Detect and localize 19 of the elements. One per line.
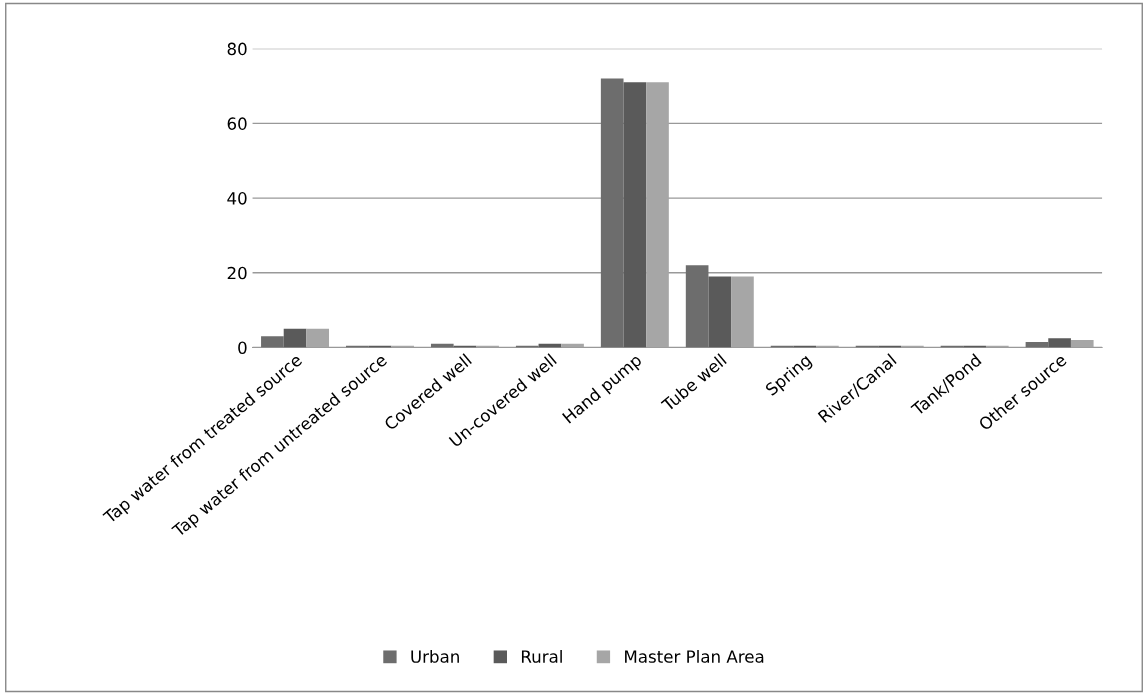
legend-label: Urban xyxy=(411,649,459,663)
y-tick-label: 80 xyxy=(227,42,247,56)
bar xyxy=(1070,340,1094,348)
bar xyxy=(1048,338,1071,348)
bar xyxy=(283,328,307,348)
bar xyxy=(623,82,647,348)
y-tick-label: 60 xyxy=(227,117,247,130)
bar xyxy=(646,82,669,348)
legend-label: Rural xyxy=(521,649,562,663)
bar xyxy=(600,78,624,348)
bar xyxy=(261,336,284,348)
bar xyxy=(306,328,330,348)
bar xyxy=(685,265,709,348)
y-tick-label: 20 xyxy=(227,266,247,280)
bar xyxy=(708,276,732,348)
bar xyxy=(731,276,754,348)
y-tick-label: 40 xyxy=(227,192,247,205)
y-tick-label: 0 xyxy=(238,341,247,355)
legend-label: Master Plan Area xyxy=(625,649,764,663)
